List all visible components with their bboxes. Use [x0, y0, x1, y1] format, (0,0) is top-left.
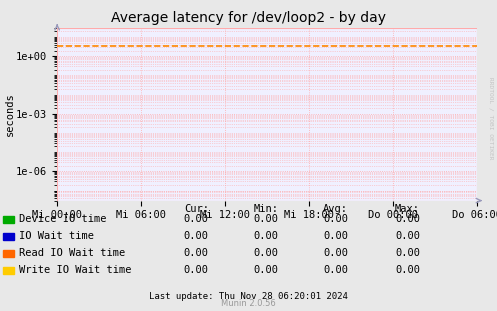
Text: 0.00: 0.00: [323, 248, 348, 258]
Text: 0.00: 0.00: [395, 231, 420, 241]
Text: Write IO Wait time: Write IO Wait time: [19, 265, 131, 275]
Text: Average latency for /dev/loop2 - by day: Average latency for /dev/loop2 - by day: [111, 11, 386, 25]
Text: 0.00: 0.00: [323, 231, 348, 241]
Text: IO Wait time: IO Wait time: [19, 231, 94, 241]
Text: Min:: Min:: [253, 204, 278, 214]
Text: 0.00: 0.00: [184, 214, 209, 224]
Text: 0.00: 0.00: [323, 214, 348, 224]
Text: Read IO Wait time: Read IO Wait time: [19, 248, 125, 258]
Text: Last update: Thu Nov 28 06:20:01 2024: Last update: Thu Nov 28 06:20:01 2024: [149, 292, 348, 300]
Text: 0.00: 0.00: [253, 214, 278, 224]
Text: Munin 2.0.56: Munin 2.0.56: [221, 299, 276, 308]
Text: RRDTOOL / TOBI OETIKER: RRDTOOL / TOBI OETIKER: [489, 77, 494, 160]
Text: 0.00: 0.00: [395, 214, 420, 224]
Text: Cur:: Cur:: [184, 204, 209, 214]
Text: 0.00: 0.00: [184, 231, 209, 241]
Text: 0.00: 0.00: [184, 265, 209, 275]
Text: 0.00: 0.00: [395, 265, 420, 275]
Text: Device IO time: Device IO time: [19, 214, 106, 224]
Text: Avg:: Avg:: [323, 204, 348, 214]
Y-axis label: seconds: seconds: [5, 92, 15, 136]
Text: 0.00: 0.00: [253, 248, 278, 258]
Text: 0.00: 0.00: [253, 265, 278, 275]
Text: 0.00: 0.00: [323, 265, 348, 275]
Text: 0.00: 0.00: [395, 248, 420, 258]
Text: 0.00: 0.00: [184, 248, 209, 258]
Text: Max:: Max:: [395, 204, 420, 214]
Text: 0.00: 0.00: [253, 231, 278, 241]
